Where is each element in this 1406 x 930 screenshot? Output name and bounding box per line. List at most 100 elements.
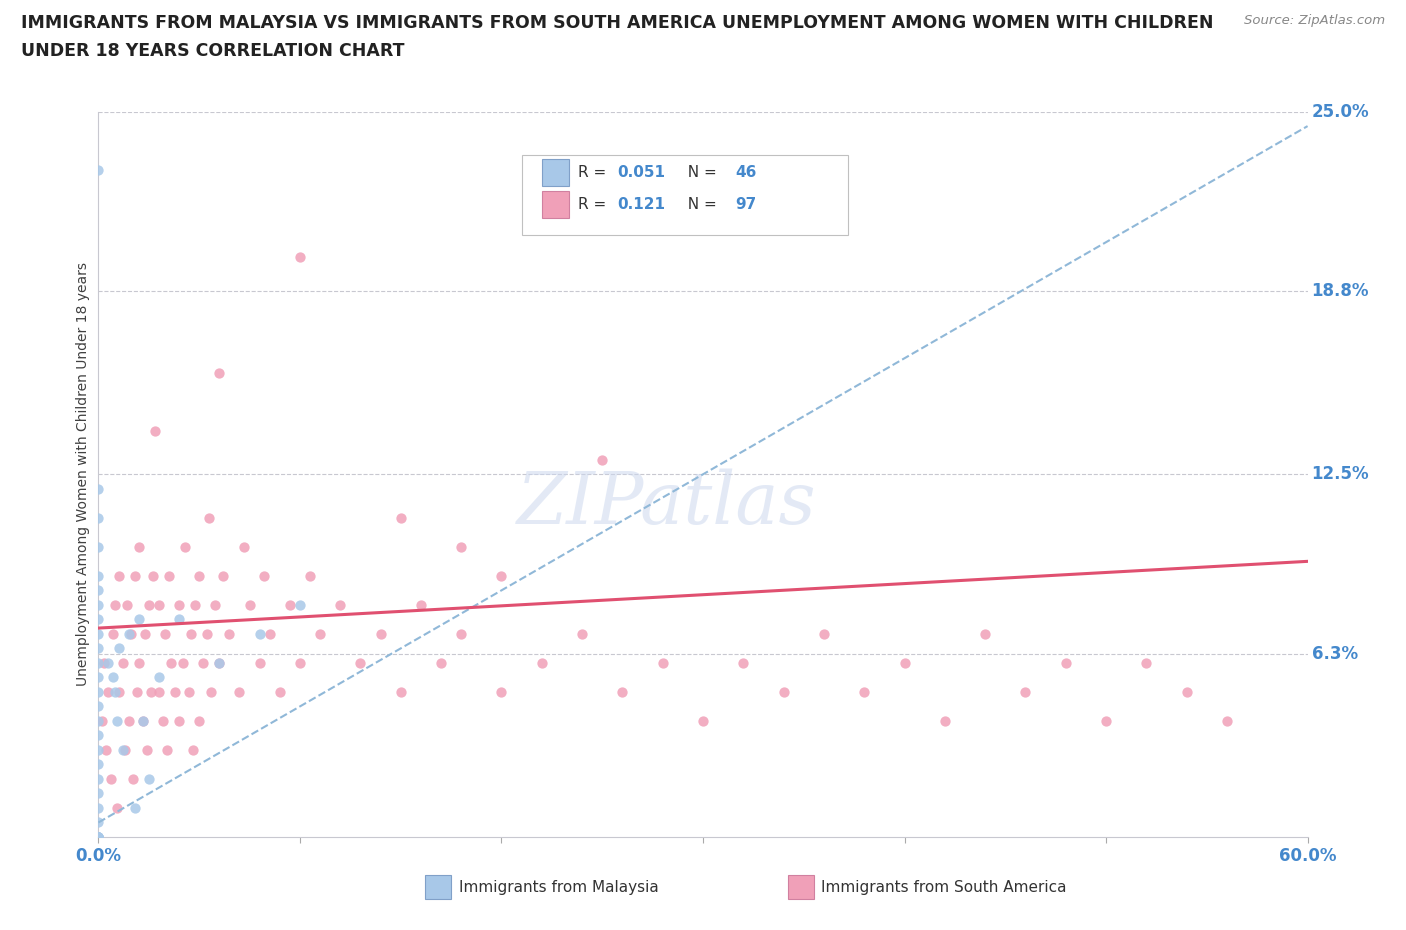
- Point: [1014, 684, 1036, 699]
- Point: [125, 684, 148, 699]
- Point: [249, 627, 271, 642]
- Point: [105, 801, 128, 816]
- Point: [181, 742, 204, 757]
- Point: [139, 684, 162, 699]
- Point: [103, 684, 125, 699]
- Point: [97, 684, 120, 699]
- Point: [167, 612, 190, 627]
- Point: [188, 568, 211, 583]
- Point: [253, 568, 276, 583]
- Point: [87, 830, 110, 844]
- Point: [430, 656, 453, 671]
- Point: [128, 656, 150, 671]
- Point: [288, 249, 311, 264]
- Point: [204, 597, 226, 612]
- FancyBboxPatch shape: [522, 155, 848, 235]
- Point: [409, 597, 432, 612]
- Point: [124, 568, 146, 583]
- Point: [974, 627, 997, 642]
- Point: [198, 511, 221, 525]
- Point: [1216, 713, 1239, 728]
- Point: [134, 627, 156, 642]
- Point: [152, 713, 174, 728]
- Point: [208, 656, 231, 671]
- Point: [87, 539, 110, 554]
- Point: [1054, 656, 1077, 671]
- Point: [91, 713, 114, 728]
- Text: R =: R =: [578, 197, 612, 212]
- Point: [138, 772, 160, 787]
- Point: [309, 627, 332, 642]
- Text: 6.3%: 6.3%: [1312, 645, 1358, 663]
- Point: [571, 627, 593, 642]
- Point: [120, 627, 142, 642]
- Text: N =: N =: [678, 165, 721, 180]
- Point: [249, 656, 271, 671]
- Text: 97: 97: [735, 197, 756, 212]
- Text: ZIPatlas: ZIPatlas: [517, 468, 817, 538]
- Point: [115, 597, 138, 612]
- Point: [288, 656, 311, 671]
- Text: N =: N =: [678, 197, 721, 212]
- Point: [651, 656, 673, 671]
- Point: [208, 656, 231, 671]
- Text: IMMIGRANTS FROM MALAYSIA VS IMMIGRANTS FROM SOUTH AMERICA UNEMPLOYMENT AMONG WOM: IMMIGRANTS FROM MALAYSIA VS IMMIGRANTS F…: [21, 14, 1213, 32]
- Point: [228, 684, 250, 699]
- Point: [389, 684, 412, 699]
- Point: [733, 656, 755, 671]
- Point: [124, 801, 146, 816]
- Text: 25.0%: 25.0%: [1312, 102, 1369, 121]
- Point: [180, 627, 202, 642]
- Point: [370, 627, 392, 642]
- Point: [87, 597, 110, 612]
- Point: [138, 597, 160, 612]
- Point: [87, 162, 110, 177]
- Point: [100, 772, 122, 787]
- Y-axis label: Unemployment Among Women with Children Under 18 years: Unemployment Among Women with Children U…: [76, 262, 90, 686]
- Text: Immigrants from Malaysia: Immigrants from Malaysia: [458, 880, 658, 895]
- Point: [87, 612, 110, 627]
- Point: [101, 627, 124, 642]
- Point: [87, 583, 110, 598]
- Point: [118, 713, 141, 728]
- Point: [172, 656, 194, 671]
- Point: [491, 568, 513, 583]
- Point: [87, 830, 110, 844]
- Point: [288, 597, 311, 612]
- Point: [114, 742, 136, 757]
- Text: 18.8%: 18.8%: [1312, 283, 1369, 300]
- Point: [174, 539, 197, 554]
- Point: [772, 684, 794, 699]
- Point: [772, 220, 794, 235]
- Point: [93, 656, 115, 671]
- Point: [239, 597, 262, 612]
- Point: [107, 568, 129, 583]
- Point: [218, 627, 240, 642]
- Point: [87, 699, 110, 714]
- Point: [1135, 656, 1157, 671]
- FancyBboxPatch shape: [787, 875, 814, 898]
- Point: [157, 568, 180, 583]
- Point: [1095, 713, 1118, 728]
- Point: [612, 684, 634, 699]
- Point: [450, 539, 472, 554]
- Point: [299, 568, 322, 583]
- Point: [167, 713, 190, 728]
- Point: [87, 830, 110, 844]
- Point: [153, 627, 176, 642]
- Point: [450, 627, 472, 642]
- FancyBboxPatch shape: [543, 191, 569, 219]
- Point: [87, 713, 110, 728]
- Point: [96, 742, 118, 757]
- Point: [156, 742, 179, 757]
- Point: [167, 597, 190, 612]
- Point: [195, 627, 218, 642]
- Text: R =: R =: [578, 165, 612, 180]
- Point: [143, 423, 166, 438]
- Point: [893, 656, 915, 671]
- Point: [111, 656, 134, 671]
- Point: [97, 656, 120, 671]
- Point: [269, 684, 291, 699]
- Point: [87, 830, 110, 844]
- Point: [212, 568, 235, 583]
